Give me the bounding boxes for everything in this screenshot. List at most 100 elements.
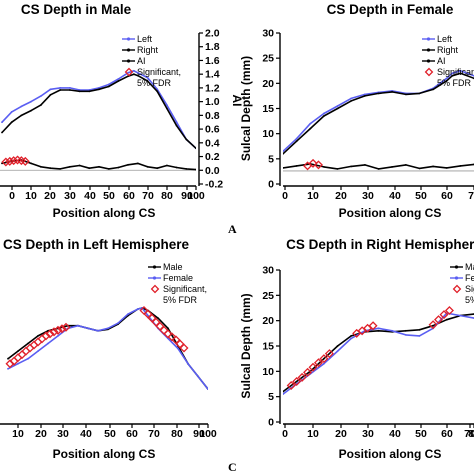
x-tick-label: 50 <box>103 190 115 202</box>
data-point <box>418 335 421 337</box>
data-point <box>283 152 284 155</box>
y-tick-label: 20 <box>262 78 274 90</box>
data-point <box>364 164 366 166</box>
data-point <box>295 140 298 143</box>
series-line <box>283 72 474 155</box>
data-point <box>47 342 49 345</box>
data-point <box>157 317 159 319</box>
data-point <box>418 328 421 331</box>
data-point <box>146 80 149 82</box>
data-point <box>156 167 159 170</box>
data-point <box>391 329 393 332</box>
legend-label: AI <box>437 56 446 66</box>
data-point <box>87 327 89 330</box>
significant-marker <box>53 325 63 335</box>
significant-marker <box>313 160 323 170</box>
data-point <box>175 124 178 127</box>
y2-tick-label: 1.4 <box>205 69 220 81</box>
data-point <box>323 115 325 117</box>
legend-label: Significant, <box>163 284 207 294</box>
data-point <box>295 380 298 383</box>
significant-marker <box>444 306 454 316</box>
x-tick-label: 40 <box>80 428 92 440</box>
x-tick-label: 60 <box>441 428 453 440</box>
x-tick-label: 60 <box>441 190 453 202</box>
significant-marker <box>167 332 177 342</box>
data-point <box>1 131 3 134</box>
x-tick-label: 80 <box>468 428 474 440</box>
data-point <box>127 163 129 166</box>
data-point <box>418 92 421 95</box>
legend-label: Right <box>437 45 459 55</box>
y-tick-label: 25 <box>262 290 274 302</box>
legend-label: Male <box>163 262 183 272</box>
significant-marker <box>368 321 378 331</box>
data-point <box>88 167 91 170</box>
data-point <box>147 314 149 317</box>
data-point <box>195 147 196 150</box>
x-tick-label: 20 <box>335 190 347 202</box>
significant-marker <box>308 158 318 168</box>
x-axis-label: Position along CS <box>339 206 442 220</box>
series-line <box>283 312 474 395</box>
data-point <box>117 80 120 82</box>
data-point <box>166 164 168 167</box>
y2-tick-label: 1.2 <box>205 82 220 94</box>
data-point <box>323 357 325 360</box>
data-point <box>107 85 110 88</box>
data-point <box>20 114 23 117</box>
data-point <box>350 165 353 168</box>
data-point <box>49 93 52 96</box>
data-point <box>78 90 81 93</box>
data-point <box>350 100 353 102</box>
chart-bl: CS Depth in Left Hemisphere 10 20 30 40 50 60 7… <box>0 237 217 461</box>
legend-label: Male <box>465 262 474 272</box>
data-point <box>404 93 407 96</box>
legend-label: Right <box>137 45 159 55</box>
legend-label-cont: 5% FDR <box>163 295 198 305</box>
data-point <box>69 87 71 89</box>
data-point <box>7 367 9 370</box>
data-point <box>336 107 339 110</box>
y-tick-label: 15 <box>262 341 274 353</box>
y-tick-label: 30 <box>262 265 274 277</box>
data-point <box>404 334 407 336</box>
panel-label-c: C <box>228 460 237 474</box>
legend-marker <box>126 48 131 52</box>
data-point <box>166 107 168 110</box>
data-point <box>187 362 189 365</box>
data-point <box>418 167 421 170</box>
x-axis-label: Position along CS <box>53 447 156 461</box>
data-point <box>30 162 32 165</box>
data-point <box>166 104 168 106</box>
data-point <box>49 88 52 91</box>
significant-marker <box>1 157 11 167</box>
x-tick-label: 0 <box>282 190 288 202</box>
significant-marker <box>21 346 31 356</box>
data-point <box>336 350 339 352</box>
data-point <box>78 164 81 167</box>
y-tick-label: 15 <box>262 103 274 115</box>
significant-marker <box>313 358 323 368</box>
data-point <box>295 165 298 167</box>
legend-marker <box>126 59 131 63</box>
x-tick-label: 10 <box>307 428 319 440</box>
y-tick-label: 10 <box>262 128 274 140</box>
significant-marker <box>179 343 189 353</box>
data-point <box>117 78 120 80</box>
data-point <box>30 100 32 103</box>
y-tick-label: 5 <box>268 391 274 403</box>
data-point <box>364 93 366 96</box>
x-tick-label: 30 <box>57 428 69 440</box>
significant-marker <box>33 337 43 347</box>
x-tick-label: 0 <box>9 190 15 202</box>
legend-significant-marker <box>150 284 160 294</box>
significant-marker <box>428 320 438 330</box>
data-point <box>185 138 188 141</box>
legend-significant-marker <box>124 67 134 77</box>
y-axis-label: Sulcal Depth (mm) <box>239 56 253 161</box>
data-point <box>377 168 380 170</box>
data-point <box>283 390 284 393</box>
x-tick-label: 20 <box>44 190 56 202</box>
y-tick-label: 30 <box>262 28 274 40</box>
